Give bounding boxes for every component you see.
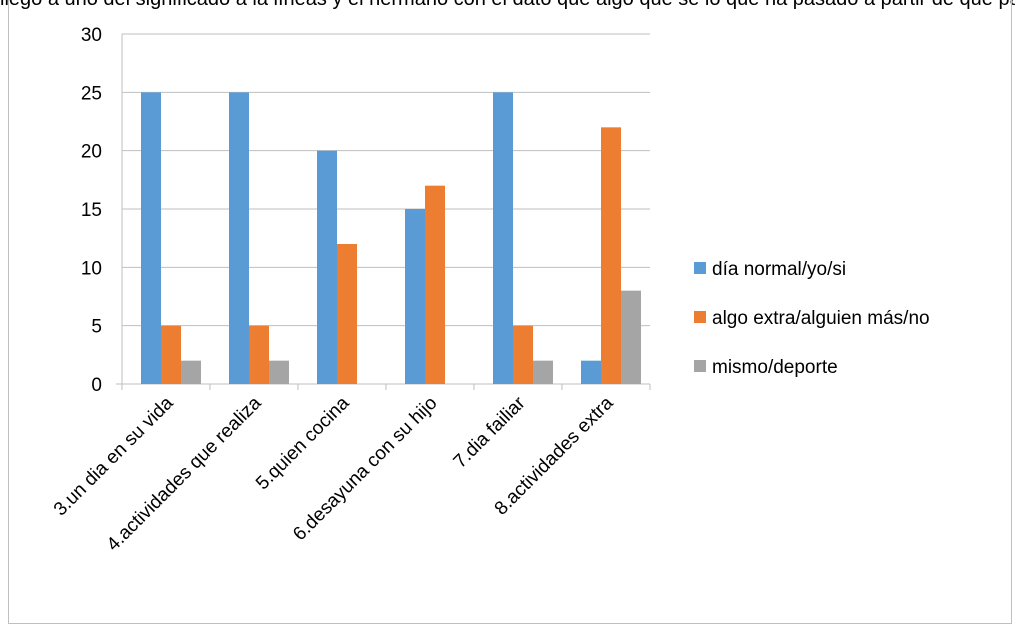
bar (141, 92, 161, 384)
clipped-header-text: llegó a uno del significado a la líneas … (0, 0, 1015, 10)
bar (513, 325, 533, 384)
bars (141, 92, 641, 384)
legend-swatch (694, 262, 706, 274)
legend: día normal/yo/si algo extra/alguien más/n… (694, 259, 930, 378)
y-tick-label: 10 (81, 258, 102, 279)
bar (425, 185, 445, 384)
y-tick-label: 15 (81, 200, 102, 221)
chart-frame (8, 0, 1012, 624)
bar (493, 92, 513, 384)
bar (621, 290, 641, 384)
bar (181, 360, 201, 384)
x-tick-label: 6.desayuna con su hijo (289, 393, 441, 545)
y-tick-label: 0 (91, 375, 102, 396)
x-tick-label: 4.actividades que realiza (103, 392, 266, 555)
legend-swatch (694, 311, 706, 323)
y-tick-label: 30 (81, 25, 102, 46)
bar (229, 92, 249, 384)
legend-swatch (694, 360, 706, 372)
bar (581, 360, 601, 384)
bar (405, 209, 425, 384)
y-tick-label: 25 (81, 83, 102, 104)
y-tick-label: 5 (91, 317, 102, 338)
bar (269, 360, 289, 384)
legend-label: algo extra/alguien más/no (712, 308, 930, 329)
bar (249, 325, 269, 384)
gridlines (116, 33, 651, 390)
y-axis-tick-labels: 0 5 10 15 20 25 30 (81, 25, 102, 396)
y-tick-label: 20 (81, 142, 102, 163)
bar (317, 150, 337, 384)
bar (533, 360, 553, 384)
bar (161, 325, 181, 384)
bar (601, 127, 621, 384)
legend-label: día normal/yo/si (712, 259, 846, 280)
legend-label: mismo/deporte (712, 357, 838, 378)
x-tick-label: 7.dia failiar (450, 392, 530, 472)
x-tick-label: 5.quien cocina (252, 392, 354, 494)
bar (337, 244, 357, 384)
